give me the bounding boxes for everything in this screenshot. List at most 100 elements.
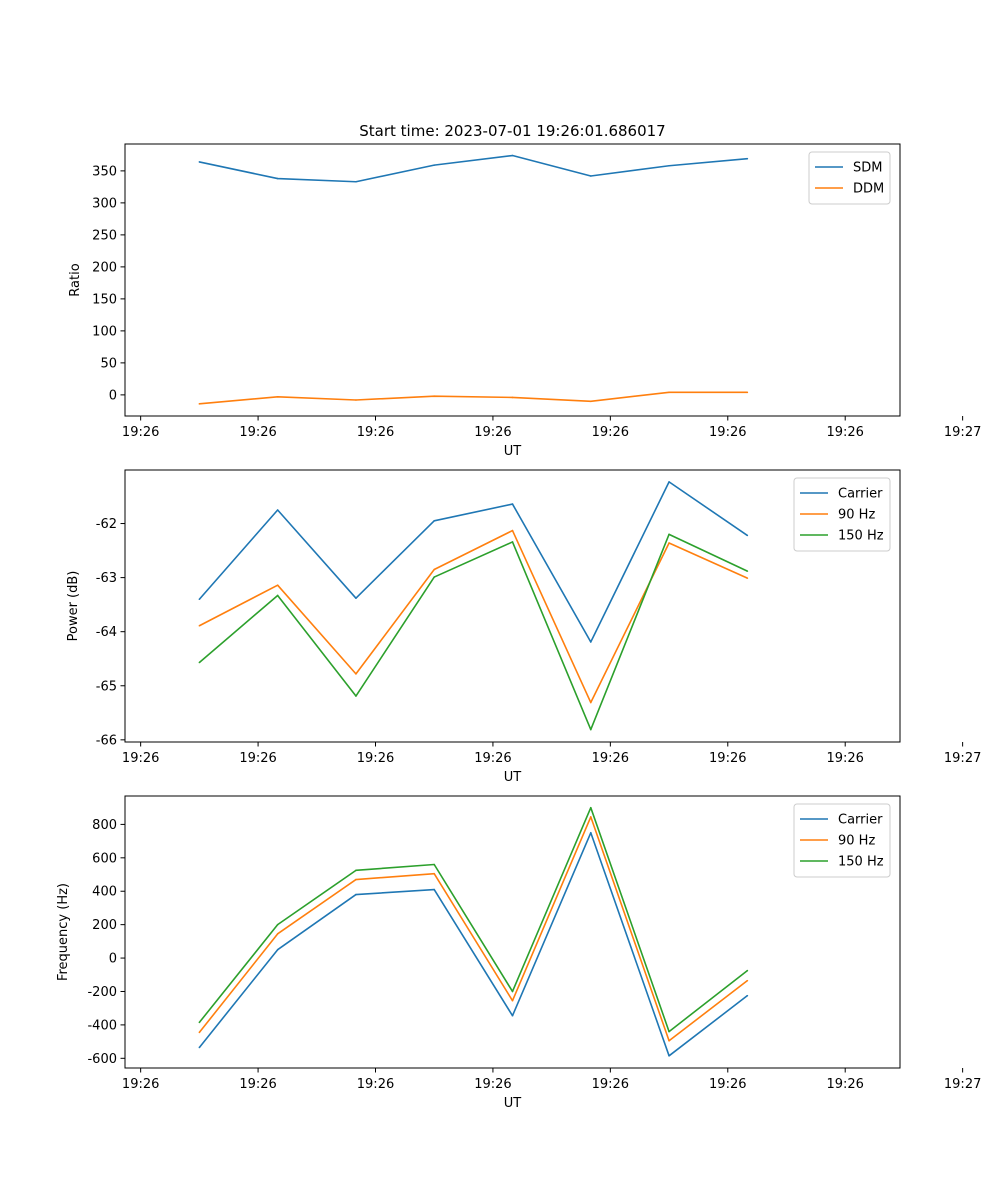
ratio-data-point-sdm: [668, 164, 670, 167]
power-legend-label-90-hz: 90 Hz: [838, 508, 875, 523]
power-x-tick-label: 19:27: [944, 751, 981, 766]
power-x-tick-label: 19:26: [122, 751, 159, 766]
power-data-point-carrier: [746, 534, 749, 537]
ratio-x-tick-label: 19:26: [357, 425, 394, 440]
frequency-y-tick-label: -200: [87, 985, 117, 1000]
power-data-point-carrier: [668, 481, 670, 483]
ratio-x-tick-label: 19:26: [592, 425, 629, 440]
frequency-data-point-150-hz: [276, 923, 279, 926]
ratio-legend-label-ddm: DDM: [853, 182, 884, 197]
frequency-legend-label-carrier: Carrier: [838, 813, 883, 828]
ratio-data-point-ddm: [668, 391, 670, 394]
frequency-data-point-90-hz: [433, 872, 436, 875]
power-x-tick-label: 19:26: [592, 751, 629, 766]
frequency-data-point-90-hz: [198, 1031, 201, 1034]
frequency-x-tick-label: 19:26: [826, 1077, 863, 1092]
power-x-axis-label: UT: [504, 770, 522, 785]
frequency-data-point-150-hz: [668, 1030, 670, 1033]
ratio-data-point-ddm: [746, 391, 749, 394]
power-data-point-90-hz: [433, 568, 436, 571]
frequency-data-point-90-hz: [511, 999, 514, 1002]
frequency-series-line-90-hz: [198, 816, 748, 1042]
frequency-x-axis-label: UT: [504, 1096, 522, 1111]
frequency-data-point-90-hz: [276, 933, 279, 935]
frequency-y-tick-label: -400: [87, 1018, 117, 1033]
power-data-point-carrier: [589, 641, 592, 643]
power-data-point-150-hz: [276, 594, 279, 597]
subplot-frequency: 19:26 19:26 19:26 19:26 19:26 19:26 19:26 19:27…: [56, 795, 981, 1111]
power-data-point-90-hz: [276, 584, 279, 586]
frequency-data-point-carrier: [198, 1046, 201, 1049]
frequency-data-point-carrier: [589, 831, 592, 834]
ratio-x-tick-label: 19:27: [944, 425, 981, 440]
frequency-data-point-90-hz: [355, 878, 357, 881]
ratio-series-line-sdm: [199, 154, 748, 183]
power-data-point-carrier: [198, 598, 201, 601]
power-data-point-90-hz: [198, 624, 201, 627]
frequency-data-point-carrier: [433, 888, 436, 891]
frequency-series-line-150-hz: [198, 806, 748, 1033]
ratio-data-point-sdm: [433, 164, 436, 166]
frequency-y-tick-label: 200: [92, 918, 117, 933]
subplot-power: 19:26 19:26 19:26 19:26 19:26 19:26 19:26 19:27…: [66, 469, 981, 785]
frequency-x-tick-label: 19:27: [944, 1077, 981, 1092]
frequency-y-tick-label: 400: [92, 885, 117, 900]
frequency-data-point-90-hz: [668, 1039, 670, 1042]
frequency-y-tick-label: 600: [92, 851, 117, 866]
power-data-point-90-hz: [511, 529, 514, 532]
power-data-point-90-hz: [746, 577, 749, 579]
frequency-data-point-90-hz: [589, 816, 592, 818]
ratio-x-tick-label: 19:26: [122, 425, 159, 440]
power-legend-label-150-hz: 150 Hz: [838, 529, 884, 544]
ratio-data-point-sdm: [589, 175, 592, 177]
power-data-point-90-hz: [589, 701, 592, 704]
ratio-data-point-ddm: [355, 399, 357, 401]
power-y-tick-label: -62: [96, 517, 117, 532]
ratio-chart-title: Start time: 2023-07-01 19:26:01.686017: [359, 122, 665, 140]
ratio-y-tick-label: 150: [92, 292, 117, 307]
power-y-axis-label: Power (dB): [66, 571, 81, 642]
ratio-data-point-sdm: [276, 177, 279, 180]
power-data-point-90-hz: [668, 542, 670, 544]
power-x-tick-label: 19:26: [826, 751, 863, 766]
power-series-line-90-hz: [199, 529, 748, 704]
ratio-data-point-sdm: [198, 161, 201, 163]
frequency-y-tick-label: 0: [109, 952, 117, 967]
frequency-legend-box: [793, 803, 891, 878]
frequency-axes-frame: [124, 795, 901, 1069]
power-axes-frame: [124, 469, 901, 743]
ratio-y-tick-label: 350: [92, 164, 117, 179]
power-data-point-150-hz: [668, 533, 670, 536]
frequency-x-tick-label: 19:26: [474, 1077, 511, 1092]
power-data-point-150-hz: [433, 576, 436, 578]
frequency-y-tick-label: 800: [92, 818, 117, 833]
power-series-line-carrier: [198, 481, 748, 643]
ratio-x-tick-label: 19:26: [826, 425, 863, 440]
power-y-tick-label: -65: [96, 679, 117, 694]
frequency-data-point-150-hz: [746, 969, 749, 972]
power-x-tick-label: 19:26: [357, 751, 394, 766]
ratio-y-tick-label: 50: [100, 356, 117, 371]
frequency-y-axis-label: Frequency (Hz): [56, 883, 71, 981]
ratio-data-point-sdm: [355, 180, 357, 183]
ratio-y-tick-label: 200: [92, 260, 117, 275]
ratio-x-tick-label: 19:26: [239, 425, 276, 440]
power-y-tick-label: -64: [96, 625, 117, 640]
frequency-legend-label-150-hz: 150 Hz: [838, 855, 884, 870]
subplot-ratio: 19:26 19:26 19:26 19:26 19:26 19:26 19:26 19:27…: [68, 122, 981, 459]
power-x-tick-label: 19:26: [474, 751, 511, 766]
ratio-data-point-sdm: [746, 157, 749, 160]
power-y-tick-label: -63: [96, 571, 117, 586]
power-data-point-150-hz: [355, 695, 357, 697]
power-data-point-carrier: [433, 520, 436, 522]
ratio-y-tick-label: 250: [92, 228, 117, 243]
power-legend-box: [793, 477, 891, 552]
power-data-point-carrier: [276, 509, 279, 511]
power-legend-label-carrier: Carrier: [838, 487, 883, 502]
power-data-point-150-hz: [511, 541, 514, 543]
ratio-data-point-ddm: [511, 396, 514, 399]
frequency-data-point-150-hz: [433, 863, 436, 866]
frequency-series-line-carrier: [198, 831, 748, 1057]
frequency-x-tick-label: 19:26: [239, 1077, 276, 1092]
